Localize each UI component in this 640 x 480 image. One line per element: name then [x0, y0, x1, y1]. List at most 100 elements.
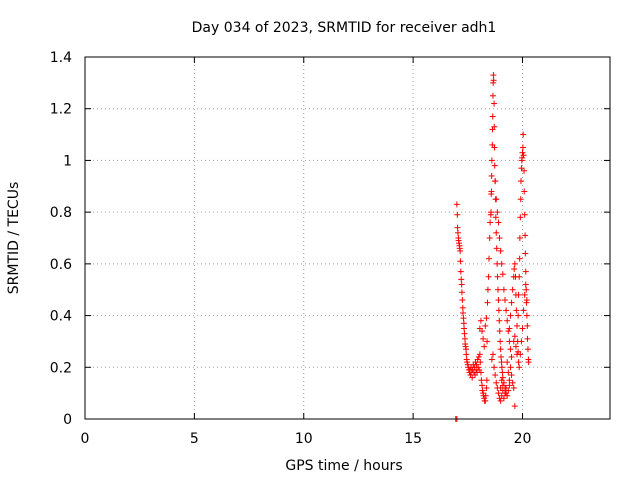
- data-point: [460, 320, 467, 327]
- data-point: [516, 364, 523, 371]
- data-point: [500, 286, 507, 293]
- data-point: [494, 209, 501, 216]
- data-point: [488, 188, 495, 195]
- data-point: [492, 178, 499, 185]
- data-point: [459, 297, 466, 304]
- data-point: [506, 377, 513, 384]
- data-point: [477, 369, 484, 376]
- data-point: [505, 328, 512, 335]
- data-point: [459, 304, 466, 311]
- data-point: [487, 219, 494, 226]
- data-point: [521, 167, 528, 174]
- data-point: [458, 276, 465, 283]
- data-point: [519, 144, 526, 151]
- data-point: [493, 196, 500, 203]
- data-point: [524, 346, 531, 353]
- data-point: [511, 333, 518, 340]
- data-point: [463, 351, 470, 358]
- data-point: [453, 201, 460, 208]
- data-point: [503, 390, 510, 397]
- data-point: [508, 353, 515, 360]
- data-point: [511, 403, 518, 410]
- data-point: [515, 291, 522, 298]
- data-point: [517, 214, 524, 221]
- y-tick-label: 0.4: [50, 309, 72, 325]
- plot-frame: [84, 56, 611, 420]
- data-point: [475, 364, 482, 371]
- data-point: [518, 165, 525, 172]
- data-point: [522, 250, 529, 257]
- data-point: [519, 149, 526, 156]
- data-point: [457, 268, 464, 275]
- data-point: [460, 309, 466, 316]
- data-point: [499, 374, 506, 381]
- data-point: [506, 382, 513, 389]
- data-point: [484, 299, 491, 306]
- data-point: [525, 359, 532, 366]
- data-point: [495, 390, 502, 397]
- data-point: [497, 346, 504, 353]
- data-point: [482, 392, 489, 399]
- data-point: [498, 260, 505, 267]
- y-tick-label: 1.4: [50, 50, 72, 66]
- data-point: [508, 299, 515, 306]
- data-point: [479, 328, 486, 335]
- data-point: [513, 307, 520, 314]
- data-point: [477, 359, 484, 366]
- y-tick-label: 0.6: [50, 257, 72, 273]
- data-point: [488, 172, 495, 179]
- data-point: [520, 152, 527, 159]
- data-point: [506, 325, 513, 332]
- data-point: [485, 273, 492, 280]
- x-tick-label: 15: [404, 431, 422, 447]
- data-point: [521, 291, 528, 298]
- data-point: [502, 297, 508, 304]
- data-point: [523, 297, 530, 304]
- data-point: [491, 123, 498, 130]
- data-point: [464, 359, 471, 366]
- data-point: [497, 397, 504, 404]
- data-point: [507, 312, 514, 319]
- data-point: [509, 286, 516, 293]
- data-point: [476, 351, 483, 358]
- data-point: [482, 322, 489, 329]
- data-points: [452, 72, 532, 422]
- data-point: [498, 364, 505, 371]
- data-point: [486, 235, 493, 241]
- data-point: [454, 211, 461, 218]
- data-point: [495, 219, 502, 226]
- data-point: [519, 325, 526, 332]
- data-point: [517, 351, 524, 358]
- data-point: [490, 77, 497, 84]
- data-point: [491, 144, 498, 151]
- data-point: [490, 72, 497, 79]
- data-point: [523, 286, 530, 293]
- data-point: [482, 397, 489, 404]
- data-point: [504, 317, 511, 324]
- data-point: [478, 377, 485, 384]
- data-point: [461, 335, 468, 342]
- data-point: [497, 338, 504, 345]
- data-point: [517, 178, 524, 185]
- data-point: [497, 247, 504, 254]
- data-point: [500, 395, 507, 402]
- data-point: [454, 229, 461, 236]
- data-point: [461, 325, 468, 332]
- data-point: [484, 338, 491, 345]
- data-point: [524, 322, 531, 329]
- data-point: [524, 335, 531, 342]
- data-point: [484, 286, 491, 293]
- data-point: [480, 335, 487, 342]
- data-point: [515, 312, 522, 319]
- data-point: [457, 258, 464, 265]
- data-point: [514, 322, 521, 329]
- x-axis-label: GPS time / hours: [285, 458, 402, 474]
- data-point: [489, 351, 496, 358]
- data-point: [479, 382, 486, 389]
- data-point: [523, 312, 530, 319]
- data-point: [518, 338, 525, 345]
- data-point: [502, 384, 508, 391]
- y-tick-label: 0.2: [50, 360, 72, 376]
- data-point: [498, 353, 505, 360]
- x-axis-ticks: 0 5 10 15 20: [81, 57, 531, 447]
